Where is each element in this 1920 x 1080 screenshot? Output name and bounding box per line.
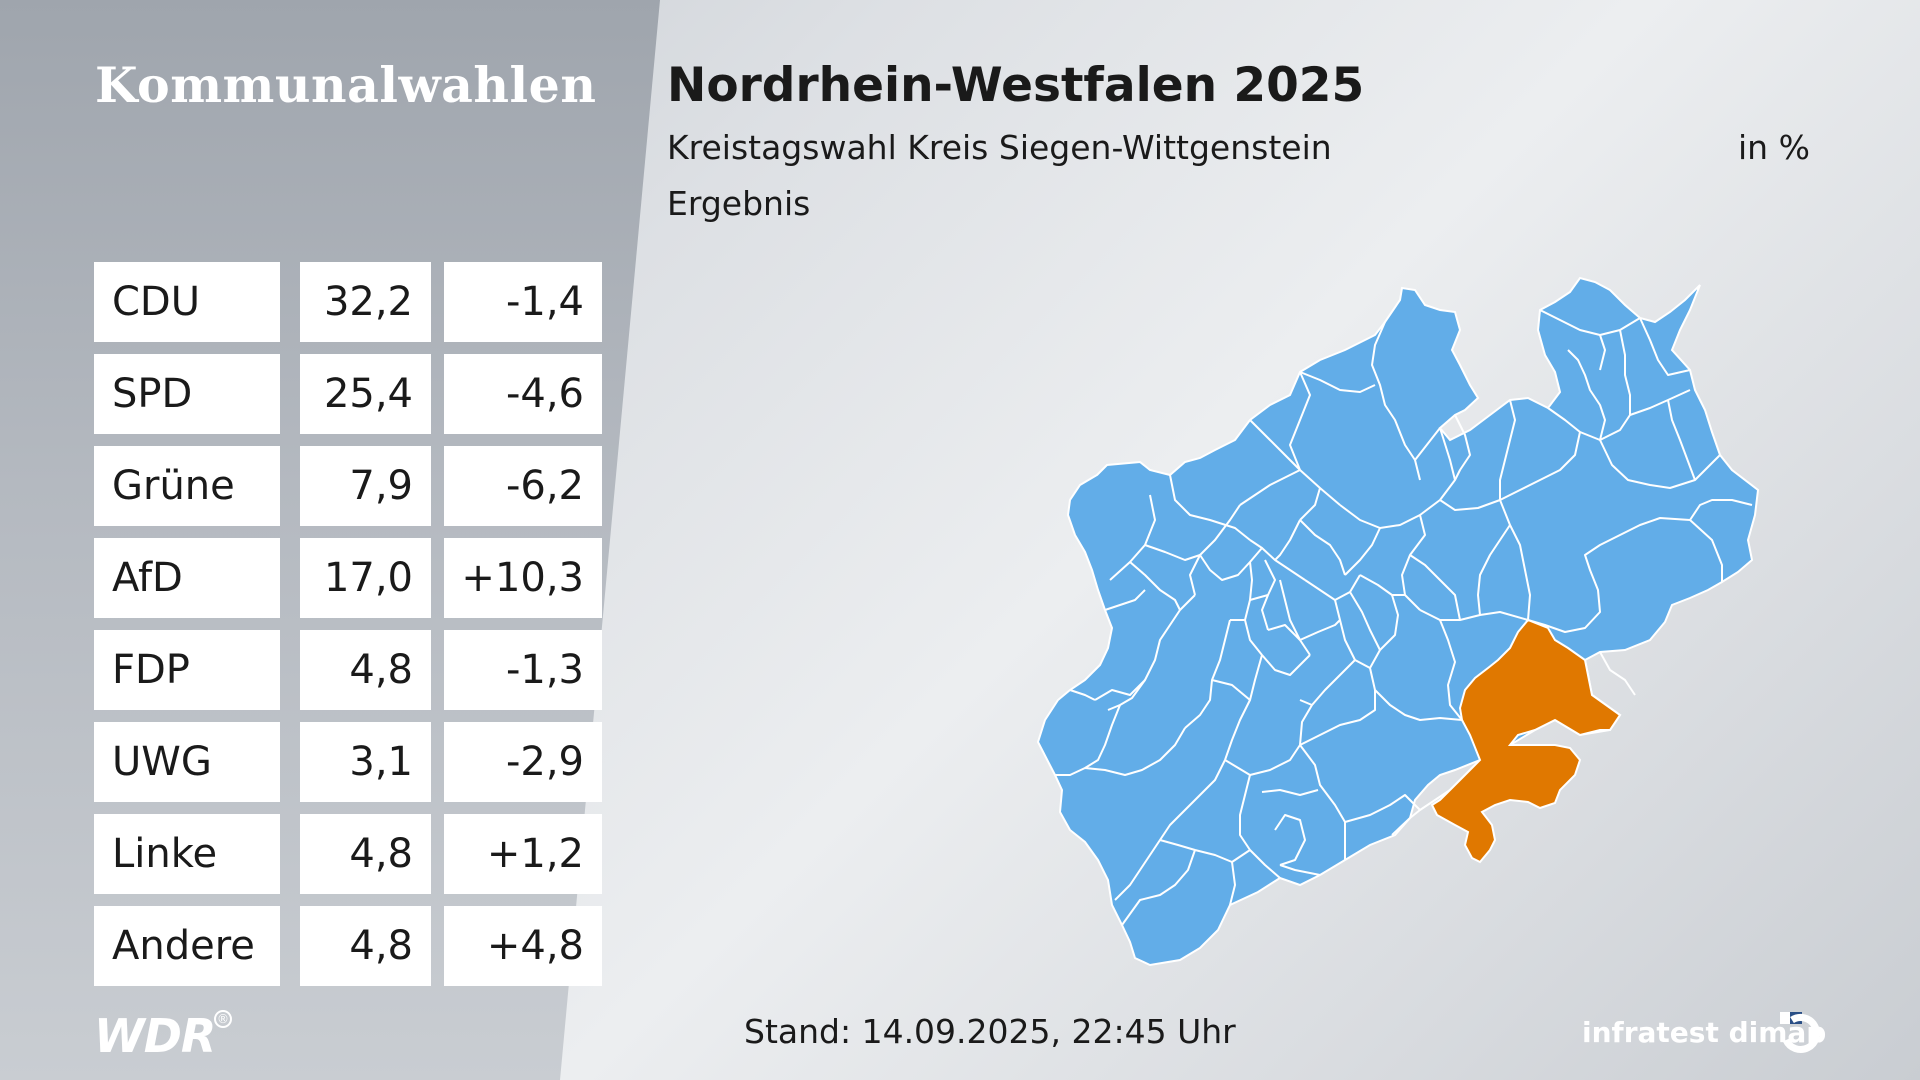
party-name: SPD <box>94 354 280 434</box>
vote-change: -4,6 <box>444 354 602 434</box>
vote-share: 25,4 <box>300 354 431 434</box>
party-name: Andere <box>94 906 280 986</box>
party-name: Linke <box>94 814 280 894</box>
section-title: Kommunalwahlen <box>95 56 597 114</box>
vote-share: 7,9 <box>300 446 431 526</box>
party-name: CDU <box>94 262 280 342</box>
infratest-dimap-icon <box>1780 1012 1821 1053</box>
vote-share: 3,1 <box>300 722 431 802</box>
vote-share: 17,0 <box>300 538 431 618</box>
district-siegen-wittgenstein[interactable] <box>1430 618 1622 864</box>
page-title: Nordrhein-Westfalen 2025 <box>667 58 1365 113</box>
vote-change: +4,8 <box>444 906 602 986</box>
vote-share: 4,8 <box>300 630 431 710</box>
party-name: Grüne <box>94 446 280 526</box>
result-status: Ergebnis <box>667 184 811 223</box>
subtitle: Kreistagswahl Kreis Siegen-Wittgenstein <box>667 128 1332 167</box>
party-name: AfD <box>94 538 280 618</box>
timestamp: Stand: 14.09.2025, 22:45 Uhr <box>744 1012 1236 1051</box>
wdr-logo: WDR <box>94 1009 216 1063</box>
vote-change: -6,2 <box>444 446 602 526</box>
vote-change: -2,9 <box>444 722 602 802</box>
vote-share: 32,2 <box>300 262 431 342</box>
vote-change: +1,2 <box>444 814 602 894</box>
registered-icon: ® <box>214 1010 232 1028</box>
vote-change: -1,4 <box>444 262 602 342</box>
vote-change: -1,3 <box>444 630 602 710</box>
party-name: UWG <box>94 722 280 802</box>
party-name: FDP <box>94 630 280 710</box>
unit-label: in % <box>1738 128 1810 167</box>
vote-share: 4,8 <box>300 814 431 894</box>
vote-share: 4,8 <box>300 906 431 986</box>
vote-change: +10,3 <box>444 538 602 618</box>
